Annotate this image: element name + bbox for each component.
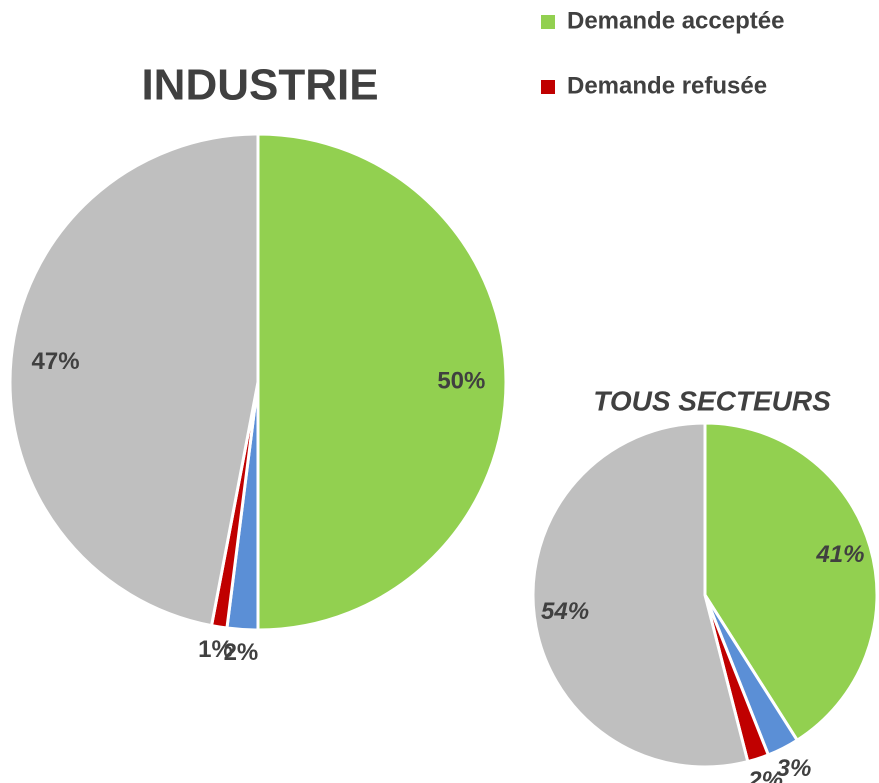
- pie-slice: [256, 132, 508, 632]
- legend-swatch: [541, 80, 555, 94]
- data-label: 2%: [747, 767, 783, 783]
- chart-title: INDUSTRIE: [141, 61, 378, 110]
- data-label: 1%: [198, 636, 233, 663]
- chart-title: TOUS SECTEURS: [593, 385, 831, 416]
- legend-label: Demande refusée: [567, 72, 767, 99]
- data-label: 41%: [815, 541, 864, 568]
- pie-slice: [531, 421, 750, 769]
- data-label: 47%: [32, 348, 80, 375]
- legend-label: Demande acceptée: [567, 7, 784, 34]
- legend-swatch: [541, 15, 555, 29]
- data-label: 54%: [541, 598, 589, 625]
- data-label: 3%: [777, 755, 812, 782]
- pie-slice: [8, 132, 260, 628]
- data-label: 2%: [224, 639, 259, 666]
- data-label: 50%: [437, 367, 485, 394]
